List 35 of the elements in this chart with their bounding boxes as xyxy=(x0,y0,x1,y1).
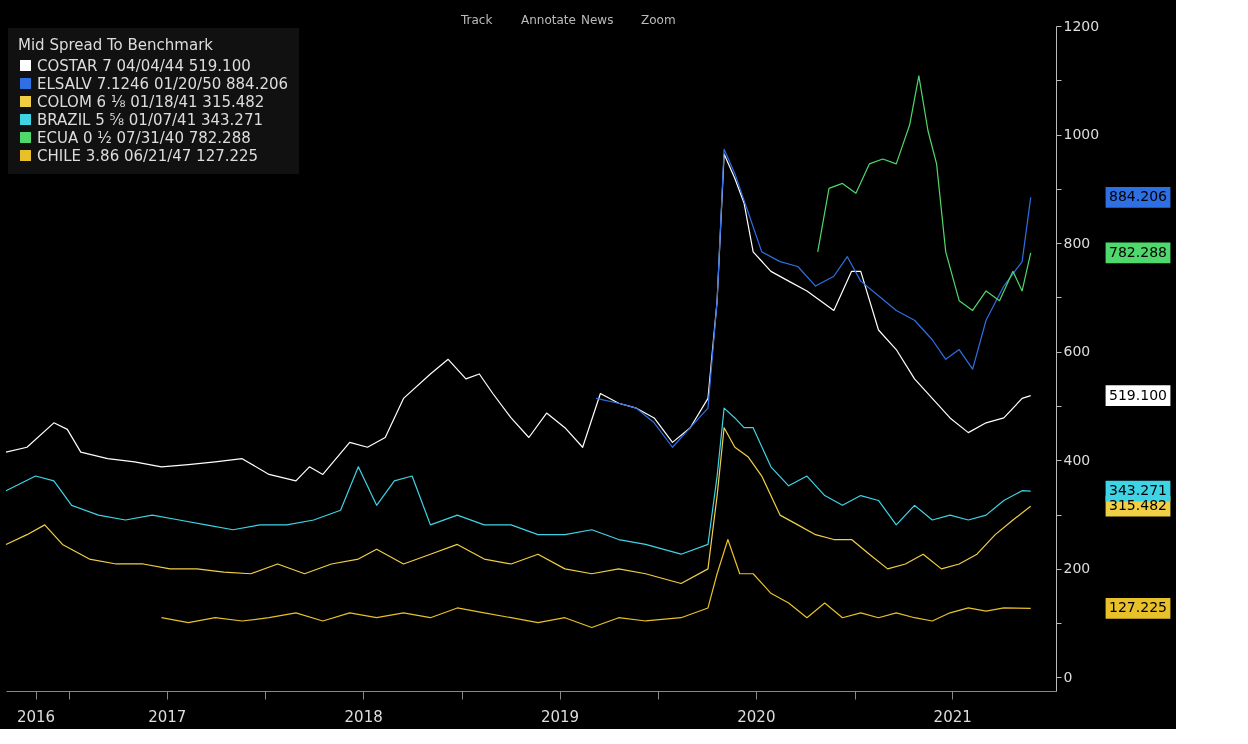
y-tick-label: 0 xyxy=(1063,668,1073,685)
y-tick-label: 1000 xyxy=(1063,126,1100,143)
text: 884.206 xyxy=(1109,188,1168,205)
legend-label: ELSALV 7.1246 01/20/50 884.206 xyxy=(37,74,289,93)
annotation: News xyxy=(581,13,614,27)
y-tick-label: 200 xyxy=(1063,560,1091,577)
line-series xyxy=(5,427,1032,585)
annotation: Track xyxy=(460,13,493,27)
y-tick-label: 1200 xyxy=(1063,17,1100,34)
legend-label: ECUA 0 ½ 07/31/40 782.288 xyxy=(37,128,251,147)
x-tick-label: 2021 xyxy=(933,707,972,726)
line-series xyxy=(595,148,1032,448)
text: 782.288 xyxy=(1109,243,1167,260)
x-tick-label: 2020 xyxy=(737,707,776,726)
line-series xyxy=(160,538,1032,629)
legend-label: COSTAR 7 04/04/44 519.100 xyxy=(37,56,251,75)
annotation: Zoom xyxy=(641,13,676,27)
line-series xyxy=(5,407,1032,555)
legend-label: CHILE 3.86 06/21/47 127.225 xyxy=(37,146,259,165)
legend-label: COLOM 6 ⅛ 01/18/41 315.482 xyxy=(37,92,265,111)
text: 519.100 xyxy=(1109,386,1167,403)
y-tick-label: 800 xyxy=(1063,234,1091,251)
legend-label: BRAZIL 5 ⅝ 01/07/41 343.271 xyxy=(37,110,263,129)
y-tick-label: 400 xyxy=(1063,451,1091,468)
line-series xyxy=(817,75,1032,312)
legend-title: Mid Spread To Benchmark xyxy=(18,36,214,54)
text: 343.271 xyxy=(1109,482,1167,499)
x-tick-label: 2017 xyxy=(148,707,187,726)
x-tick-label: 2019 xyxy=(540,707,580,726)
annotation: Annotate xyxy=(521,13,576,27)
text: 315.482 xyxy=(1109,497,1167,514)
text: 127.225 xyxy=(1109,599,1167,616)
x-tick-label: 2016 xyxy=(16,707,56,726)
y-tick-label: 600 xyxy=(1063,343,1091,360)
x-tick-label: 2018 xyxy=(344,707,383,726)
